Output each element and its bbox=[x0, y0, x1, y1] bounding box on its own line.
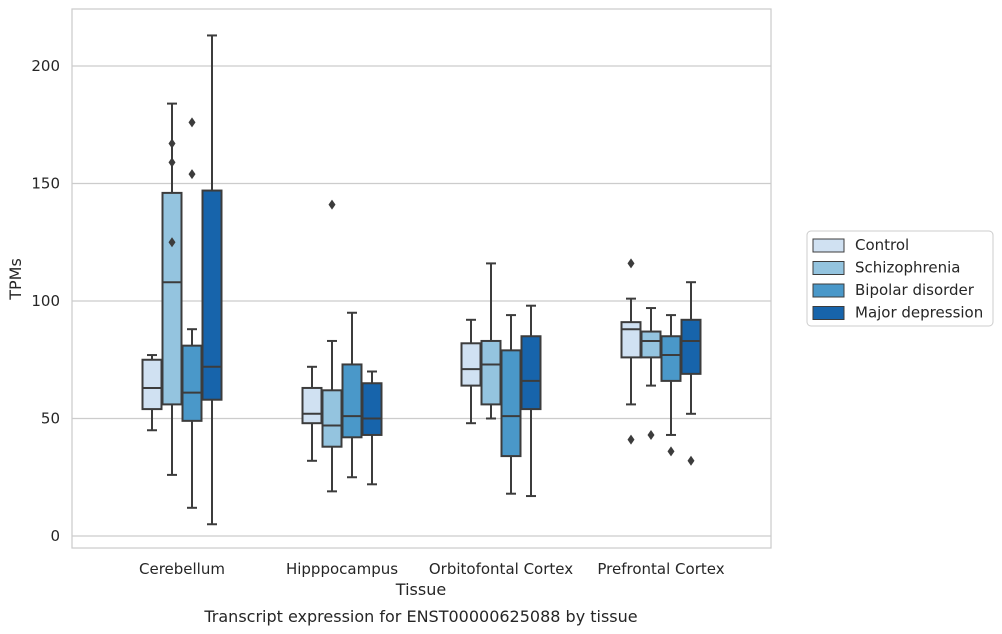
iqr-box bbox=[361, 382, 383, 436]
box-bipolar-disorder bbox=[500, 314, 522, 495]
iqr-box bbox=[480, 339, 502, 406]
outlier-point bbox=[188, 117, 196, 128]
outlier-point bbox=[687, 455, 695, 466]
x-tick-label: Orbitofontal Cortex bbox=[429, 560, 573, 578]
box-bipolar-disorder bbox=[341, 311, 363, 479]
chart-caption: Transcript expression for ENST0000062508… bbox=[203, 607, 637, 626]
box-control bbox=[141, 354, 163, 432]
box-major-depression bbox=[520, 304, 542, 498]
legend-label: Control bbox=[855, 236, 909, 254]
legend-label: Schizophrenia bbox=[855, 259, 960, 277]
iqr-box bbox=[341, 363, 363, 439]
outlier-point bbox=[328, 199, 336, 210]
legend-label: Major depression bbox=[855, 304, 983, 322]
box-schizophrenia bbox=[640, 307, 662, 440]
legend: Control Schizophrenia Bipolar disorder Majo… bbox=[806, 230, 994, 327]
iqr-box bbox=[640, 330, 662, 359]
plot-frame bbox=[71, 8, 772, 549]
legend-label: Bipolar disorder bbox=[855, 281, 975, 299]
box-major-depression bbox=[361, 370, 383, 486]
x-axis-label: Tissue bbox=[395, 580, 446, 599]
iqr-box bbox=[161, 191, 183, 406]
outlier-point bbox=[188, 169, 196, 180]
outlier-point bbox=[168, 157, 176, 168]
legend-swatch bbox=[812, 238, 845, 253]
legend-items: Control Schizophrenia Bipolar disorder Majo… bbox=[812, 236, 983, 322]
iqr-box bbox=[680, 318, 702, 375]
iqr-box bbox=[520, 335, 542, 411]
box-major-depression bbox=[680, 281, 702, 466]
y-axis-label: TPMs bbox=[6, 258, 25, 301]
y-tick-label: 150 bbox=[31, 175, 60, 193]
legend-frame bbox=[806, 230, 994, 327]
box-major-depression bbox=[201, 34, 223, 526]
legend-swatch bbox=[812, 283, 845, 298]
iqr-box bbox=[301, 386, 323, 425]
iqr-box bbox=[181, 344, 203, 422]
outlier-point bbox=[168, 237, 176, 248]
box-control bbox=[301, 365, 323, 462]
outlier-point bbox=[627, 434, 635, 445]
iqr-box bbox=[620, 321, 642, 359]
box-control bbox=[620, 258, 642, 445]
legend-swatch bbox=[812, 261, 845, 275]
y-tick-label: 200 bbox=[31, 57, 60, 75]
iqr-box bbox=[141, 358, 163, 411]
x-tick-label: Hipppocampus bbox=[286, 560, 398, 578]
plot-background bbox=[72, 9, 771, 548]
box-schizophrenia bbox=[321, 199, 343, 493]
outlier-point bbox=[627, 258, 635, 269]
iqr-box bbox=[201, 189, 223, 401]
box-schizophrenia bbox=[161, 102, 183, 476]
y-tick-label: 100 bbox=[31, 292, 60, 310]
x-axis-ticks: Cerebellum Hipppocampus Orbitofontal Corte… bbox=[139, 560, 725, 578]
outlier-point bbox=[667, 446, 675, 457]
iqr-box bbox=[660, 335, 682, 382]
x-tick-label: Prefrontal Cortex bbox=[597, 560, 724, 578]
y-tick-label: 50 bbox=[41, 410, 60, 428]
outlier-point bbox=[168, 138, 176, 149]
iqr-box bbox=[321, 389, 343, 448]
iqr-box bbox=[500, 349, 522, 458]
legend-swatch bbox=[812, 306, 845, 320]
outlier-point bbox=[647, 429, 655, 440]
iqr-box bbox=[460, 342, 482, 387]
box-group bbox=[141, 34, 702, 526]
x-tick-label: Cerebellum bbox=[139, 560, 225, 578]
y-axis-ticks: 0 50 100 150 200 bbox=[31, 57, 60, 545]
y-tick-label: 0 bbox=[50, 527, 60, 545]
